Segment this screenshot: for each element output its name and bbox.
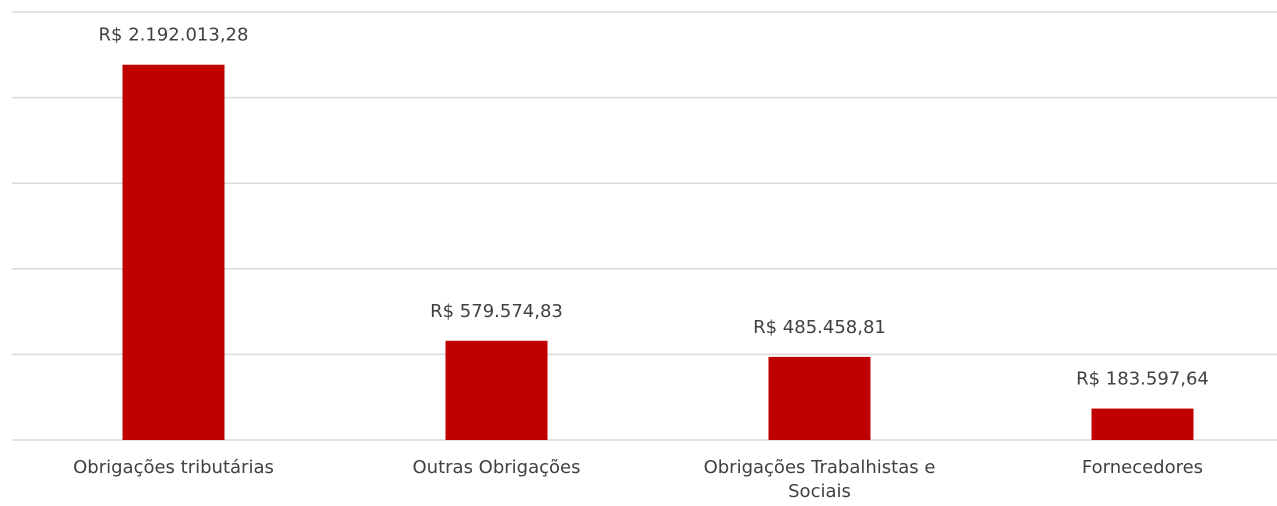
- bar: [445, 340, 548, 440]
- data-label: R$ 485.458,81: [753, 317, 886, 338]
- data-label: R$ 2.192.013,28: [99, 25, 249, 46]
- x-tick-label: Obrigações Trabalhistas e Sociais: [703, 457, 936, 502]
- x-tick-label: Outras Obrigações: [412, 457, 581, 478]
- data-label: R$ 183.597,64: [1076, 369, 1209, 390]
- bar: [768, 356, 871, 440]
- x-tick-label: Fornecedores: [1081, 457, 1204, 478]
- bar: [122, 64, 225, 440]
- x-tick-label: Obrigações tributárias: [73, 457, 274, 478]
- bar: [1091, 408, 1194, 440]
- data-label: R$ 579.574,83: [430, 301, 563, 322]
